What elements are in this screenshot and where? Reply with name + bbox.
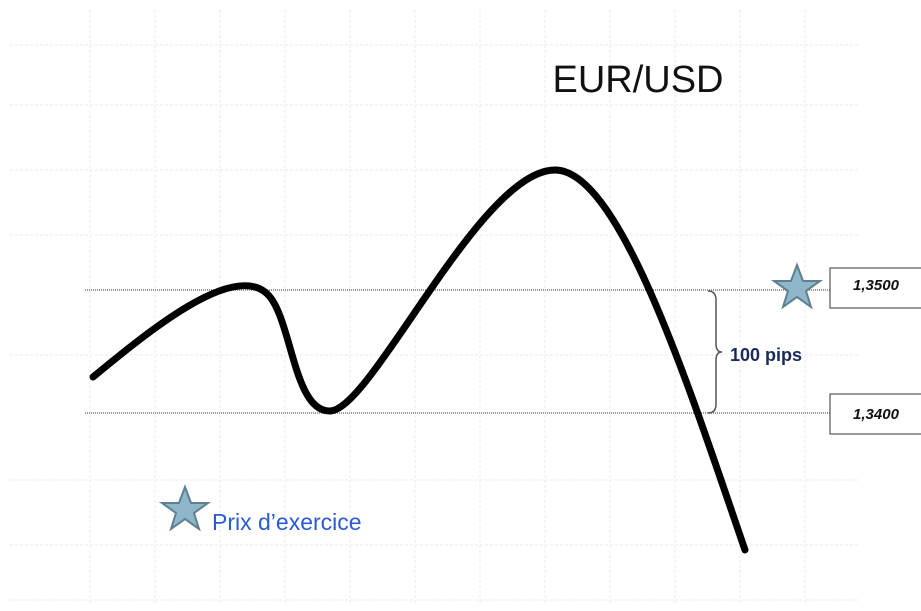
strike-star — [770, 262, 824, 310]
upper-level-box — [829, 267, 921, 309]
legend-label: Prix d’exercice — [212, 509, 362, 535]
range-brace — [707, 290, 723, 414]
legend-star — [158, 484, 212, 532]
upper-level-label: 1,3500 — [853, 277, 900, 294]
price-curve — [89, 166, 749, 554]
lower-level-label: 1,3400 — [853, 406, 900, 423]
title: EUR/USD — [552, 59, 723, 101]
background-grid — [10, 10, 860, 605]
range-label: 100 pips — [730, 345, 802, 365]
lower-level-box — [829, 393, 921, 435]
